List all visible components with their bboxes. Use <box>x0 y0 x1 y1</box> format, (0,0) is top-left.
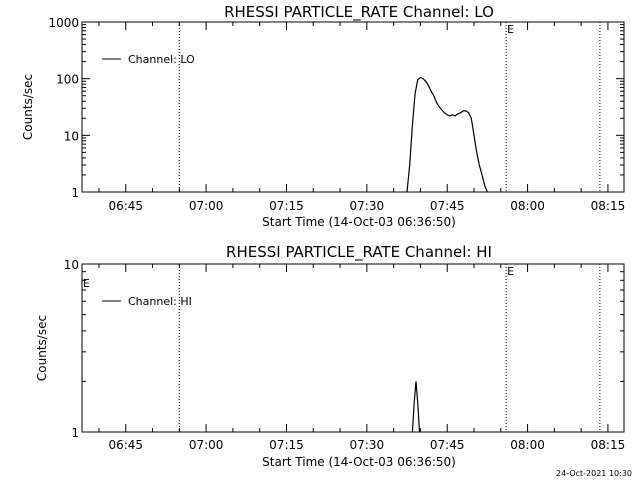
x-tick-label-lo: 08:15 <box>591 199 626 213</box>
x-tick-label-lo: 07:15 <box>269 199 304 213</box>
chart-title-hi: RHESSI PARTICLE_RATE Channel: HI <box>226 243 492 262</box>
x-tick-label-hi: 07:00 <box>189 438 224 452</box>
y-tick-label-lo: 1 <box>71 186 79 200</box>
x-axis-label-lo: Start Time (14-Oct-03 06:36:50) <box>262 215 456 229</box>
plot-frame-hi <box>81 263 625 433</box>
x-tick-label-hi: 07:30 <box>350 438 385 452</box>
x-tick-label-lo: 08:00 <box>510 199 545 213</box>
legend-label-lo: Channel: LO <box>128 53 195 66</box>
time-marker-label-lo: E <box>507 23 514 36</box>
y-tick-label-hi: 10 <box>64 258 79 272</box>
x-axis-label-hi: Start Time (14-Oct-03 06:36:50) <box>262 455 456 469</box>
chart-panel-hi: RHESSI PARTICLE_RATE Channel: HI 1 10 Count… <box>35 243 625 469</box>
x-tick-label-lo: 07:00 <box>189 199 224 213</box>
chart-panel-lo: RHESSI PARTICLE_RATE Channel: LO 1 10 100 10… <box>21 3 625 229</box>
y-tick-label-lo: 10 <box>64 129 79 143</box>
series-line-hi <box>411 381 421 433</box>
time-marker-label-hi: E <box>507 265 514 278</box>
y-axis-label-hi: Counts/sec <box>35 315 49 381</box>
series-line-lo <box>406 76 488 193</box>
x-tick-label-hi: 06:45 <box>108 438 143 452</box>
chart-title-lo: RHESSI PARTICLE_RATE Channel: LO <box>224 3 494 22</box>
x-tick-label-lo: 06:45 <box>108 199 143 213</box>
legend-label-hi: Channel: HI <box>128 295 192 308</box>
x-tick-label-lo: 07:45 <box>430 199 465 213</box>
x-tick-label-hi: 08:00 <box>510 438 545 452</box>
y-tick-label-hi: 1 <box>71 426 79 440</box>
x-tick-label-lo: 07:30 <box>350 199 385 213</box>
plot-frame-lo <box>81 21 625 193</box>
generation-timestamp: 24-Oct-2021 10:30 <box>556 469 632 478</box>
x-tick-label-hi: 07:15 <box>269 438 304 452</box>
x-tick-label-hi: 07:45 <box>430 438 465 452</box>
y-tick-label-lo: 1000 <box>48 16 79 30</box>
flag-label-hi: E <box>83 277 90 290</box>
y-axis-label-lo: Counts/sec <box>21 74 35 140</box>
x-tick-label-hi: 08:15 <box>591 438 626 452</box>
y-tick-label-lo: 100 <box>56 73 79 87</box>
